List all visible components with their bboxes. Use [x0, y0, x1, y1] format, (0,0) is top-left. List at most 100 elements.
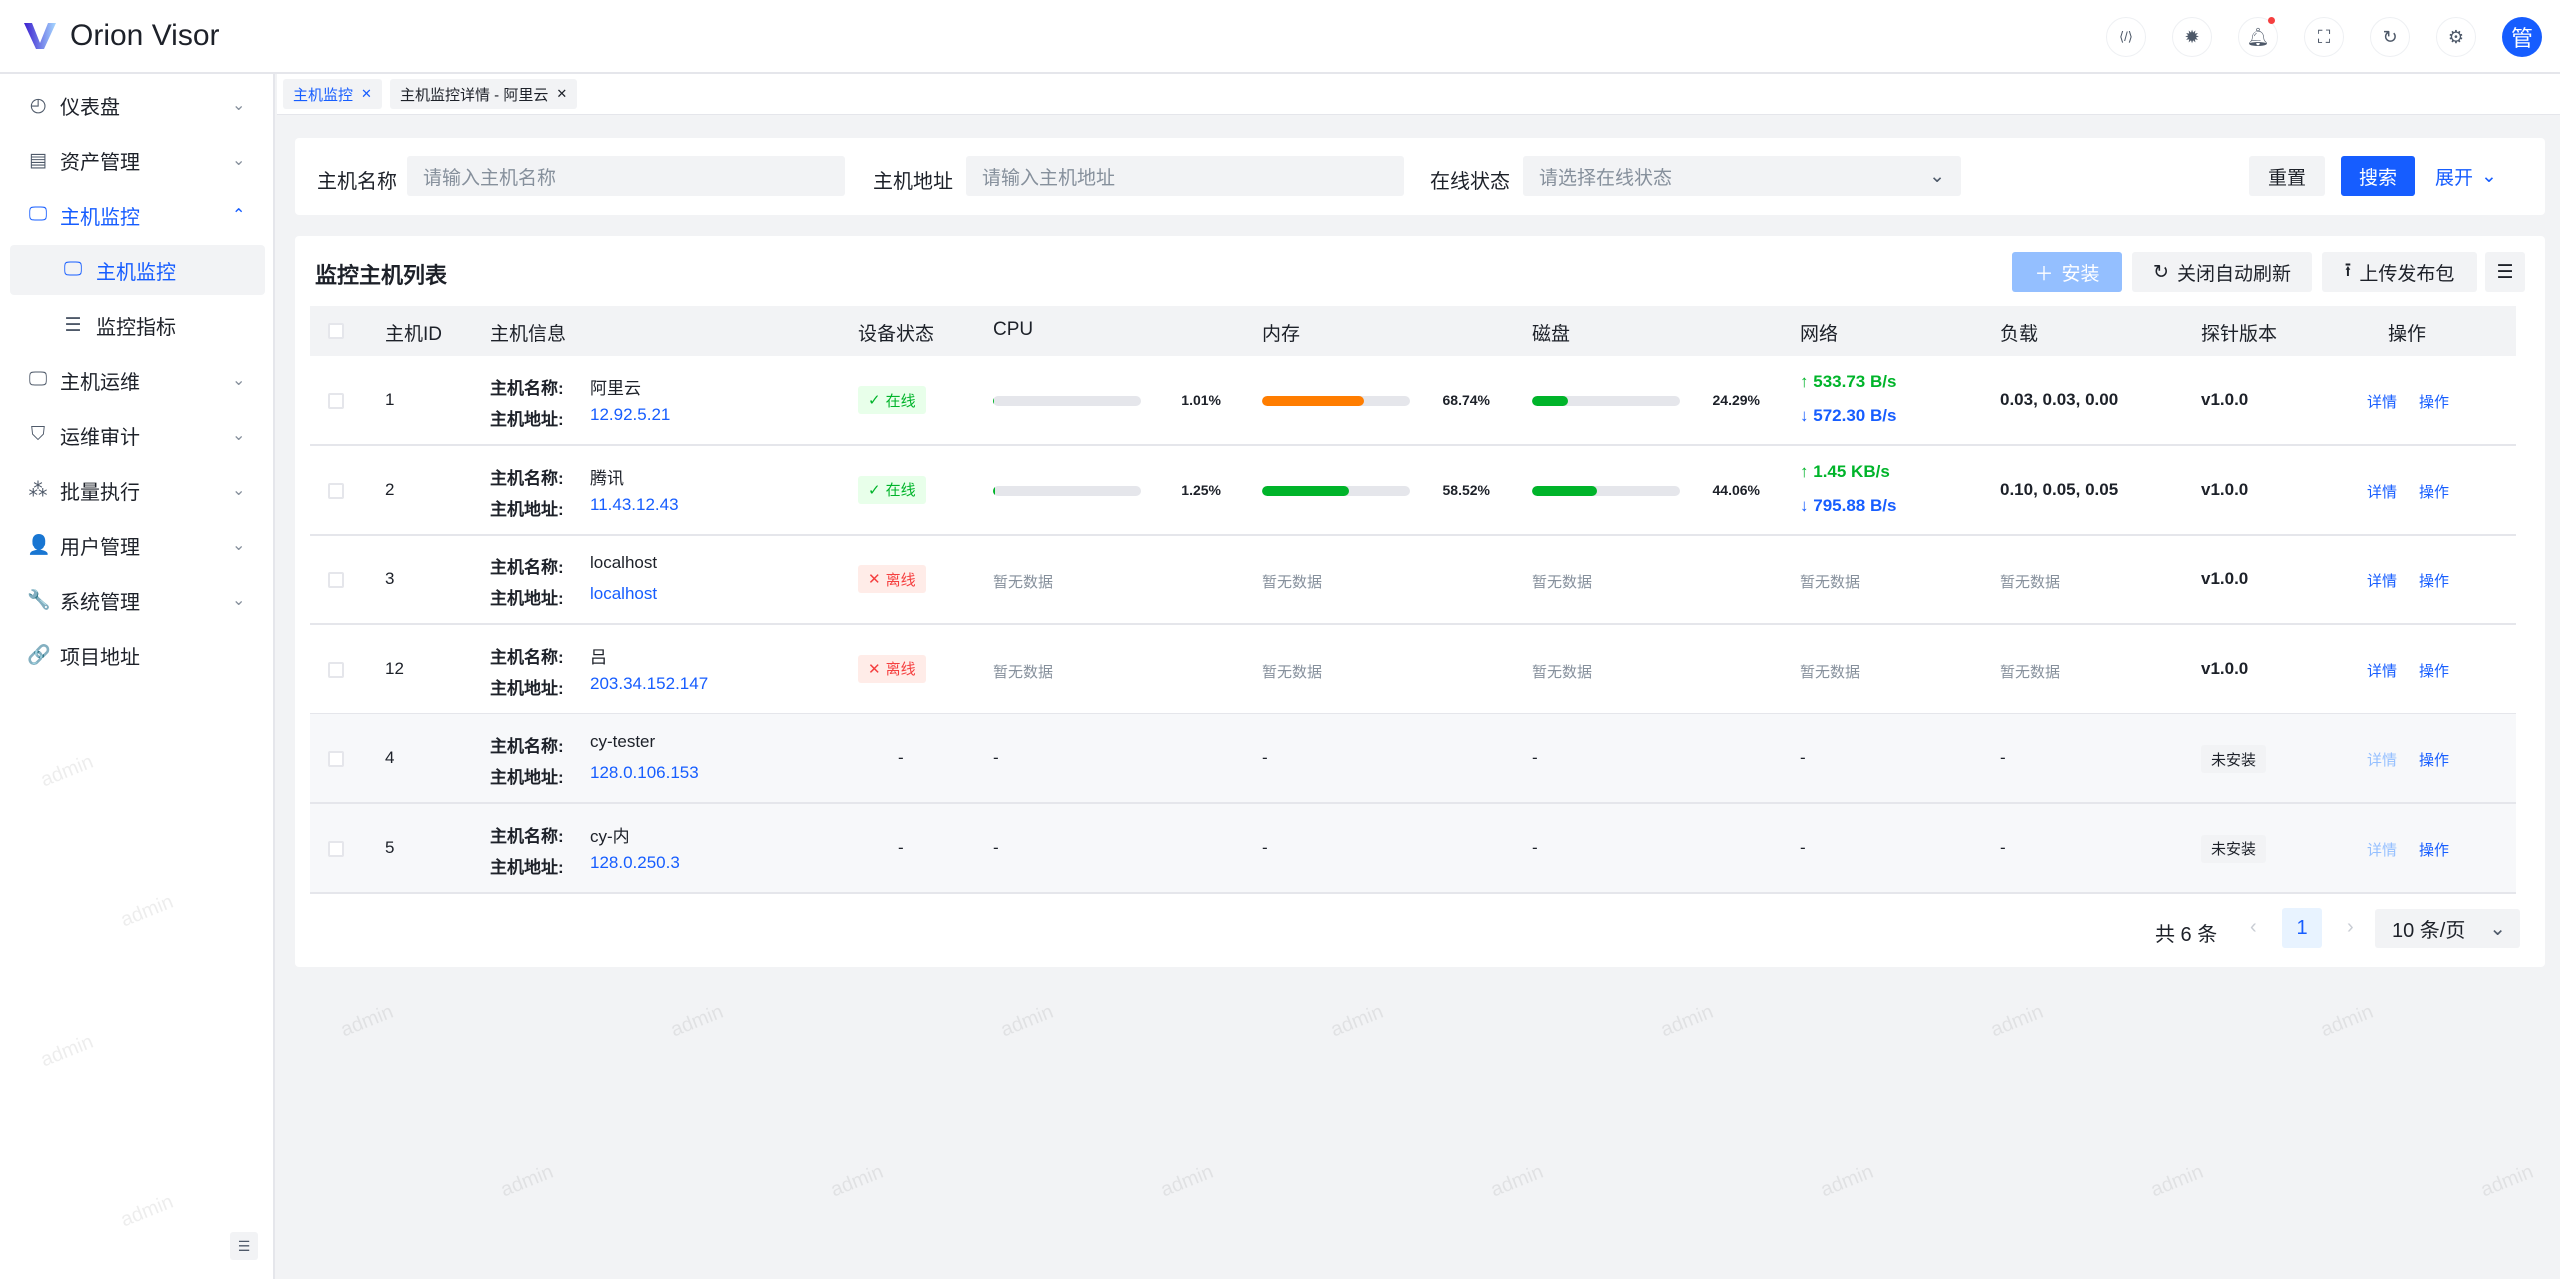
- online-status-select[interactable]: 请选择在线状态 ⌄: [1523, 156, 1961, 196]
- sidebar-item-1[interactable]: ▤ 资产管理 ⌄: [0, 135, 275, 185]
- refresh-button[interactable]: ↻: [2370, 17, 2410, 57]
- detail-link[interactable]: 详情: [2367, 394, 2398, 411]
- sidebar-item-5[interactable]: 🖵 主机运维 ⌄: [0, 355, 275, 405]
- page-1-button[interactable]: 1: [2282, 908, 2322, 948]
- theme-sun-button[interactable]: ✹: [2172, 17, 2212, 57]
- row-checkbox[interactable]: [328, 751, 344, 767]
- row-checkbox[interactable]: [328, 840, 344, 857]
- upload-icon: ⭱: [2344, 260, 2352, 281]
- row-checkbox[interactable]: [328, 572, 344, 588]
- page-size-select[interactable]: 10 条/页 ⌄: [2375, 909, 2520, 948]
- detail-link[interactable]: 详情: [2367, 573, 2398, 590]
- host-address[interactable]: localhost: [590, 584, 658, 603]
- mem-usage-bar: [1262, 485, 1410, 496]
- disk-usage-value: 44.06%: [1712, 481, 1760, 498]
- network-down-value: 795.88 B/s: [1813, 495, 1897, 515]
- detail-link[interactable]: 详情: [2367, 841, 2398, 859]
- settings-button[interactable]: ⚙: [2436, 17, 2476, 57]
- operate-link[interactable]: 操作: [2419, 573, 2450, 590]
- column-header-1: 主机信息: [490, 324, 567, 345]
- check-icon: ✓: [868, 392, 881, 409]
- operate-link[interactable]: 操作: [2419, 841, 2450, 859]
- status-empty: -: [898, 837, 904, 857]
- sidebar-item-9[interactable]: 🔧 系统管理 ⌄: [0, 575, 275, 625]
- table-row: 3 主机名称: localhost 主机地址: localhost ✕ 离线 暂无数据 暂无数据…: [310, 535, 2516, 625]
- no-data-text: 暂无数据: [1532, 663, 1593, 681]
- toggle-auto-refresh-button[interactable]: ↻ 关闭自动刷新: [2132, 252, 2312, 292]
- sidebar-item-0[interactable]: ◴ 仪表盘 ⌄: [0, 80, 275, 130]
- prev-page-button[interactable]: ‹: [2250, 916, 2257, 938]
- chevron-down-icon: ⌄: [2489, 918, 2506, 940]
- bell-button[interactable]: 🔔︎: [2238, 17, 2278, 57]
- install-button[interactable]: ＋ 安装: [2012, 252, 2122, 292]
- sidebar-item-8[interactable]: 👤 用户管理 ⌄: [0, 520, 275, 570]
- host-address[interactable]: 128.0.250.3: [590, 852, 680, 872]
- tab-0[interactable]: 主机监控 ✕: [283, 79, 382, 109]
- watermark: admin: [2477, 1160, 2537, 1202]
- operate-link[interactable]: 操作: [2419, 752, 2450, 769]
- host-address-input[interactable]: 请输入主机地址: [966, 156, 1404, 196]
- reset-button[interactable]: 重置: [2249, 156, 2325, 196]
- row-checkbox[interactable]: [328, 661, 344, 678]
- fullscreen-button[interactable]: ⛶: [2304, 17, 2344, 57]
- chevron-down-icon: ⌄: [232, 427, 246, 444]
- row-checkbox[interactable]: [328, 482, 344, 499]
- not-installed-badge: 未安装: [2201, 834, 2267, 863]
- avatar[interactable]: 管: [2502, 17, 2542, 57]
- shield-icon: ⛉: [30, 424, 46, 445]
- collapse-sidebar-button[interactable]: ☰: [230, 1232, 258, 1260]
- tab-1[interactable]: 主机监控详情 - 阿里云 ✕: [390, 79, 578, 109]
- network-up: ↑ 1.45 KB/s: [1800, 462, 1890, 482]
- close-icon[interactable]: ✕: [361, 86, 372, 101]
- host-address[interactable]: 12.92.5.21: [590, 405, 671, 424]
- page-size-label: 10 条/页: [2392, 920, 2466, 942]
- host-name-input[interactable]: 请输入主机名称: [407, 156, 845, 196]
- sidebar-item-7[interactable]: ⁂ 批量执行 ⌄: [0, 465, 275, 515]
- mem-usage-value: 68.74%: [1442, 392, 1490, 408]
- detail-link[interactable]: 详情: [2367, 483, 2398, 501]
- host-address[interactable]: 128.0.106.153: [590, 763, 699, 782]
- host-address[interactable]: 11.43.12.43: [590, 494, 679, 514]
- app-title: Orion Visor: [70, 19, 220, 52]
- refresh-icon: ↻: [2153, 261, 2169, 283]
- no-data-text: 暂无数据: [1532, 574, 1593, 591]
- disk-usage-bar: [1532, 485, 1680, 496]
- sidebar-item-sub-4[interactable]: ☰ 监控指标: [0, 300, 275, 350]
- chevron-down-icon: ⌄: [232, 537, 246, 554]
- host-table-card: 监控主机列表 ＋ 安装 ↻ 关闭自动刷新 ⭱ 上传发布包 ☰ 主机ID 主机信息 设备状态…: [295, 236, 2545, 967]
- operate-link[interactable]: 操作: [2419, 394, 2450, 411]
- column-header-7: 负载: [2000, 324, 2039, 345]
- table-row: 12 主机名称: 吕主机地址: 203.34.152.147 ✕ 离线 暂无数据 暂无数据 暂无…: [310, 625, 2516, 715]
- host-address[interactable]: 203.34.152.147: [590, 673, 709, 693]
- sidebar-item-sub-3[interactable]: 🖵 主机监控: [10, 245, 265, 295]
- network-up-value: 533.73 B/s: [1813, 372, 1897, 391]
- list-icon: ☰: [64, 314, 82, 336]
- detail-link[interactable]: 详情: [2367, 662, 2398, 680]
- sidebar-item-6[interactable]: ⛉ 运维审计 ⌄: [0, 410, 275, 460]
- close-icon[interactable]: ✕: [556, 86, 568, 101]
- sidebar-item-10[interactable]: 🔗 项目地址: [0, 630, 275, 680]
- row-checkbox[interactable]: [328, 393, 344, 409]
- table-row: 4 主机名称: cy-tester 主机地址: 128.0.106.153 - - - - - - 未…: [310, 714, 2516, 804]
- operate-link[interactable]: 操作: [2419, 483, 2450, 501]
- arrow-down-icon: ↓: [1800, 406, 1814, 425]
- next-page-button[interactable]: ›: [2347, 916, 2354, 938]
- no-data-text: 暂无数据: [993, 574, 1054, 591]
- refresh-icon: ↻: [2382, 26, 2398, 47]
- expand-button[interactable]: 展开 ⌄: [2431, 156, 2501, 196]
- host-name-key: 主机名称:: [490, 647, 564, 667]
- code-button[interactable]: ⟨/⟩: [2106, 17, 2146, 57]
- search-button[interactable]: 搜索: [2341, 156, 2415, 196]
- sidebar-item-2[interactable]: 🖵 主机监控 ⌃: [0, 190, 275, 240]
- detail-link[interactable]: 详情: [2367, 752, 2398, 769]
- settings-icon: ⚙: [2447, 26, 2465, 47]
- total-count: 共 6 条: [2155, 924, 2218, 946]
- cpu-usage-fill: [993, 485, 995, 496]
- chevron-down-icon: ⌄: [232, 97, 246, 114]
- cpu-usage-value: 1.01%: [1181, 392, 1221, 408]
- operate-link[interactable]: 操作: [2419, 662, 2450, 680]
- select-all-checkbox[interactable]: [328, 323, 344, 339]
- upload-package-button[interactable]: ⭱ 上传发布包: [2322, 252, 2477, 292]
- disk-empty: -: [1532, 837, 1538, 857]
- column-settings-button[interactable]: ☰: [2485, 252, 2525, 292]
